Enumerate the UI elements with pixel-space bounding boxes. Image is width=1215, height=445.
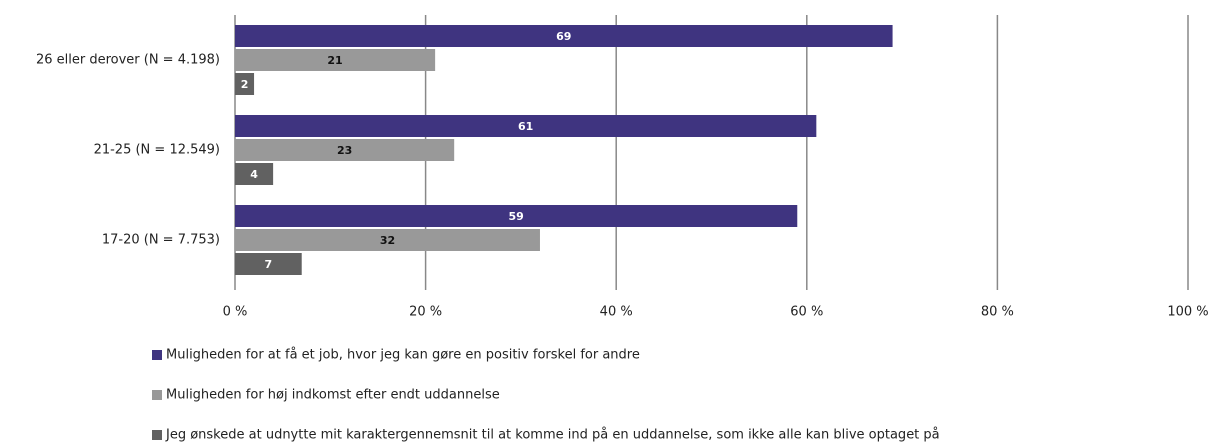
y-tick-label: 21-25 (N = 12.549) xyxy=(94,143,220,158)
value-label: 23 xyxy=(337,144,352,157)
x-tick-label: 0 % xyxy=(223,305,248,320)
bar xyxy=(235,115,817,137)
x-tick-label: 60 % xyxy=(790,305,823,320)
legend-swatch xyxy=(152,390,162,400)
legend-label: Muligheden for høj indkomst efter endt u… xyxy=(166,388,500,403)
bar xyxy=(235,253,302,275)
y-tick-label: 17-20 (N = 7.753) xyxy=(102,233,220,248)
value-label: 7 xyxy=(265,258,273,271)
bar xyxy=(235,25,893,47)
bar xyxy=(235,139,455,161)
bar xyxy=(235,73,255,95)
legend-swatch xyxy=(152,430,162,440)
bar xyxy=(235,205,798,227)
legend-label: Jeg ønskede at udnytte mit karaktergenne… xyxy=(165,428,940,443)
x-tick-label: 100 % xyxy=(1167,305,1208,320)
value-label: 69 xyxy=(556,30,571,43)
value-label: 21 xyxy=(327,54,342,67)
bar xyxy=(235,163,274,185)
legend-label: Muligheden for at få et job, hvor jeg ka… xyxy=(166,348,640,363)
x-tick-label: 80 % xyxy=(981,305,1014,320)
value-label: 59 xyxy=(508,210,523,223)
value-label: 61 xyxy=(518,120,533,133)
x-tick-label: 20 % xyxy=(409,305,442,320)
x-tick-label: 40 % xyxy=(600,305,633,320)
bar xyxy=(235,229,540,251)
y-tick-label: 26 eller derover (N = 4.198) xyxy=(36,53,220,68)
value-label: 2 xyxy=(241,78,249,91)
value-label: 32 xyxy=(380,234,395,247)
bar xyxy=(235,49,436,71)
legend-swatch xyxy=(152,350,162,360)
value-label: 4 xyxy=(250,168,258,181)
